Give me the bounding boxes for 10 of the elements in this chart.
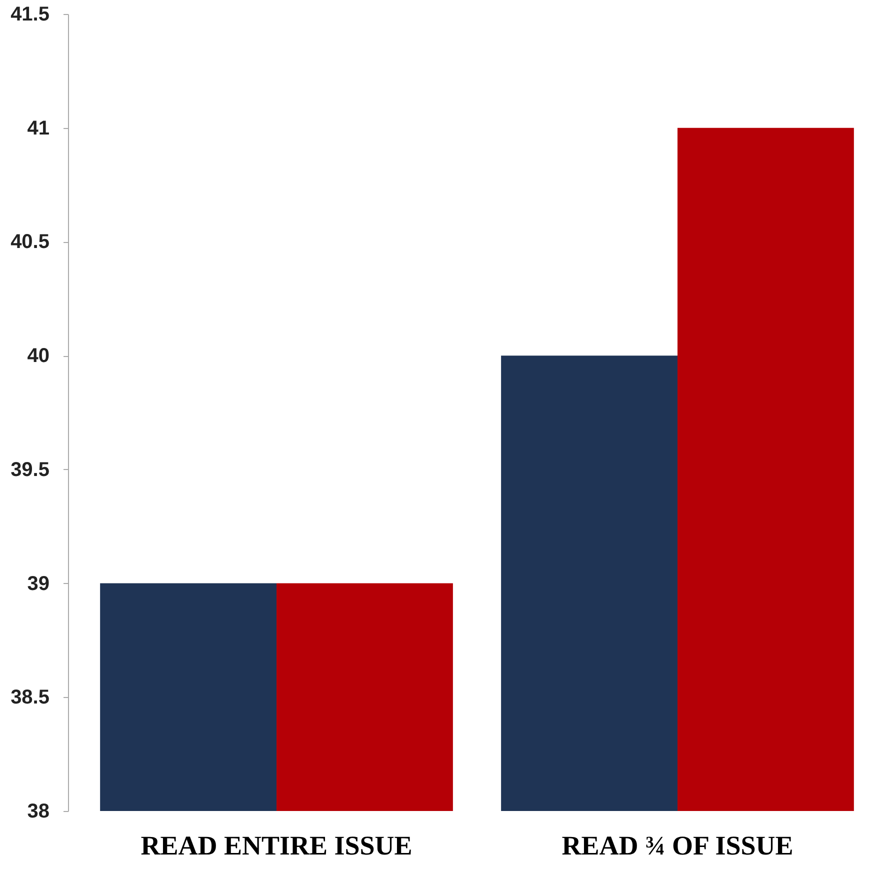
y-tick-label: 38.5 xyxy=(10,686,50,709)
y-tick-label: 38 xyxy=(27,800,50,822)
y-tick-label: 39.5 xyxy=(10,458,50,481)
y-tick-label: 41 xyxy=(27,117,50,140)
y-tick-label: 40 xyxy=(27,345,50,368)
x-tick-label: READ ¾ OF ISSUE xyxy=(562,830,794,860)
x-tick-label: READ ENTIRE ISSUE xyxy=(140,830,412,860)
y-tick-label: 41.5 xyxy=(10,4,50,26)
y-tick-label: 39 xyxy=(27,572,50,595)
y-tick-label: 40.5 xyxy=(10,231,50,254)
